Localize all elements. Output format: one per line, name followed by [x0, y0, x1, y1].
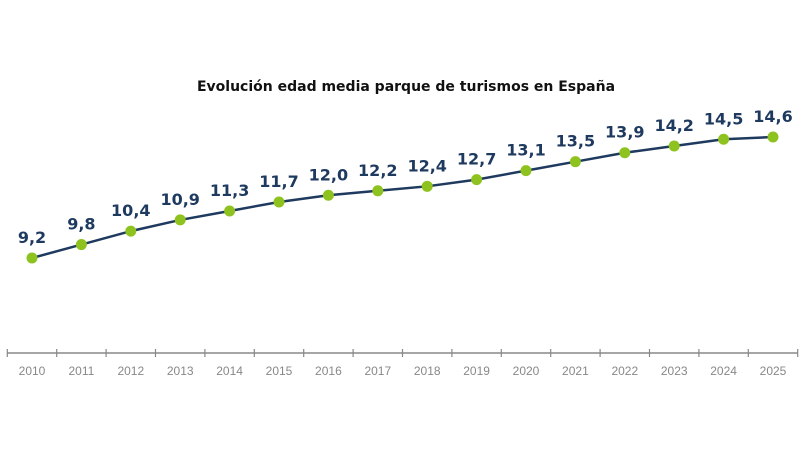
- x-tick-label: 2013: [167, 364, 194, 378]
- chart-title: Evolución edad media parque de turismos …: [197, 79, 615, 95]
- x-tick-label: 2022: [611, 364, 638, 378]
- data-label: 12,4: [407, 156, 446, 175]
- data-label: 11,3: [210, 181, 249, 200]
- data-label: 14,6: [753, 107, 792, 126]
- data-label: 9,2: [18, 228, 46, 247]
- series-line: [31, 135, 774, 260]
- data-point: [619, 147, 631, 159]
- x-tick-label: 2011: [68, 364, 94, 378]
- x-tick-label: 2018: [414, 364, 441, 378]
- data-point: [421, 180, 433, 192]
- data-point: [471, 174, 483, 186]
- x-tick-label: 2012: [117, 364, 144, 378]
- data-label: 13,5: [556, 132, 595, 151]
- x-tick-label: 2017: [364, 364, 391, 378]
- data-point: [520, 165, 532, 177]
- data-label: 11,7: [259, 172, 298, 191]
- x-tick-label: 2016: [315, 364, 342, 378]
- x-tick-label: 2015: [266, 364, 293, 378]
- data-point: [75, 239, 87, 251]
- x-tick-label: 2021: [562, 364, 589, 378]
- x-tick-label: 2014: [216, 364, 243, 378]
- data-label: 12,7: [457, 150, 496, 169]
- data-point: [322, 189, 334, 201]
- data-point: [668, 140, 680, 152]
- data-label: 12,0: [309, 165, 348, 184]
- data-point: [569, 156, 581, 168]
- data-point: [26, 252, 38, 264]
- data-label: 10,4: [111, 201, 150, 220]
- data-label: 14,5: [704, 109, 743, 128]
- data-label: 9,8: [67, 215, 95, 234]
- x-tick-label: 2020: [513, 364, 540, 378]
- data-point: [174, 214, 186, 226]
- x-tick-label: 2023: [661, 364, 688, 378]
- data-point: [273, 196, 285, 208]
- data-point: [718, 133, 730, 145]
- x-tick-label: 2024: [710, 364, 737, 378]
- data-label: 13,9: [605, 123, 644, 142]
- data-point: [224, 205, 236, 217]
- data-label: 13,1: [506, 141, 545, 160]
- data-label: 10,9: [160, 190, 199, 209]
- x-tick-label: 2025: [760, 364, 787, 378]
- data-point: [125, 225, 137, 237]
- data-point: [767, 131, 779, 143]
- data-point: [372, 185, 384, 197]
- data-label: 14,2: [654, 116, 693, 135]
- data-label: 12,2: [358, 161, 397, 180]
- x-tick-label: 2019: [463, 364, 490, 378]
- x-tick-label: 2010: [19, 364, 46, 378]
